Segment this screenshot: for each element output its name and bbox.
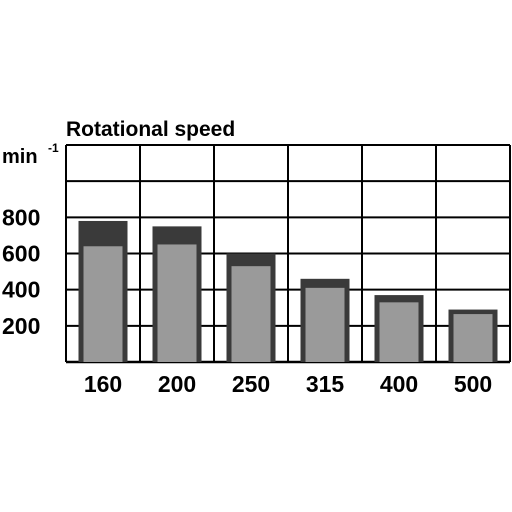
y-axis-unit: min <box>2 146 38 168</box>
bar-inner-500 <box>453 314 493 362</box>
y-axis-unit-superscript: -1 <box>48 141 59 155</box>
bars <box>78 220 498 362</box>
y-tick-label: 600 <box>2 241 40 267</box>
bar-inner-160 <box>83 246 123 362</box>
x-tick-label: 315 <box>306 371 345 397</box>
x-tick-label: 500 <box>454 371 492 397</box>
x-tick-label: 200 <box>158 371 196 397</box>
bar-inner-200 <box>157 244 197 362</box>
x-tick-label: 400 <box>380 371 418 397</box>
x-tick-label: 250 <box>232 371 270 397</box>
y-tick-label: 400 <box>2 277 40 303</box>
x-tick-labels: 160 200 250 315 400 500 <box>84 371 492 397</box>
y-tick-labels: 800 600 400 200 <box>2 204 40 339</box>
bar-inner-400 <box>379 302 419 362</box>
grid <box>65 144 511 364</box>
y-tick-label: 200 <box>2 313 40 339</box>
bar-inner-315 <box>305 287 345 362</box>
y-axis-label: min -1 <box>2 141 59 168</box>
y-tick-label: 800 <box>2 204 40 230</box>
bar-inner-250 <box>231 266 271 362</box>
x-tick-label: 160 <box>84 371 122 397</box>
chart-title: Rotational speed <box>66 118 235 141</box>
